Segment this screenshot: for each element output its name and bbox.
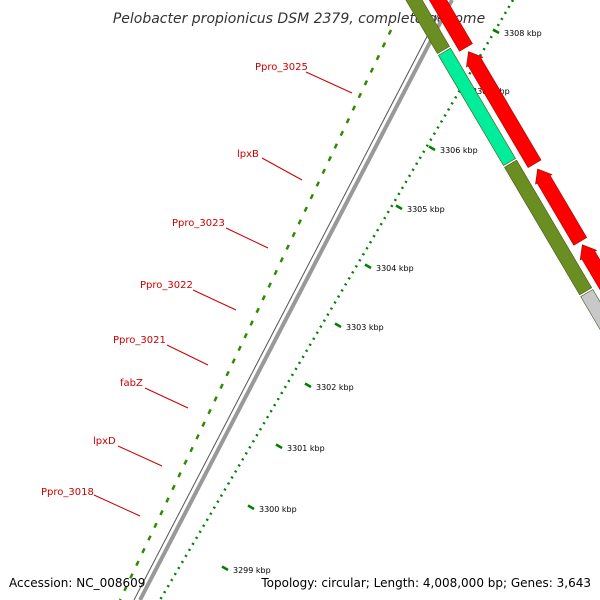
cds-arrow bbox=[535, 168, 588, 246]
gene-label: Ppro_3022 bbox=[140, 280, 193, 291]
cds-layer bbox=[428, 0, 600, 291]
gene-block bbox=[504, 159, 593, 296]
map-title: Pelobacter propionicus DSM 2379, complet… bbox=[113, 11, 485, 27]
backbone-layer bbox=[133, 0, 454, 600]
gene-layer bbox=[118, 0, 600, 600]
cds-arrow bbox=[466, 51, 542, 169]
kbp-tick-label: 3306 kbp bbox=[440, 146, 478, 155]
gene-block bbox=[405, 0, 450, 55]
kbp-tick-label: 3303 kbp bbox=[346, 323, 384, 332]
kbp-tick-label: 3301 kbp bbox=[287, 444, 325, 453]
gene-block bbox=[580, 289, 600, 331]
topology-text: Topology: circular; Length: 4,008,000 bp… bbox=[261, 576, 591, 590]
gene-leader-line bbox=[225, 227, 269, 249]
gene-label-layer: Ppro_3025 lpxB Ppro_3023 Ppro_3022 Ppro_3021… bbox=[41, 62, 353, 517]
accession-text: Accession: NC_008609 bbox=[9, 576, 146, 590]
kbp-tick-mark bbox=[304, 382, 312, 389]
gene-leader-line bbox=[93, 494, 141, 517]
gene-label: Ppro_3025 bbox=[255, 62, 308, 73]
gene-block bbox=[437, 47, 516, 167]
kbp-tick-mark bbox=[275, 443, 283, 450]
gene-label: fabZ bbox=[120, 378, 143, 389]
gene-label: lpxB bbox=[237, 149, 259, 160]
kbp-tick-label: 3308 kbp bbox=[504, 29, 542, 38]
kbp-tick-mark bbox=[221, 565, 229, 572]
gene-leader-line bbox=[166, 344, 209, 366]
cds-arrow bbox=[579, 244, 600, 291]
kbp-tick-label: 3305 kbp bbox=[407, 205, 445, 214]
gene-leader-line bbox=[192, 289, 237, 311]
gene-label: Ppro_3021 bbox=[113, 335, 166, 346]
kbp-tick-mark bbox=[395, 204, 403, 211]
kbp-tick-mark bbox=[247, 504, 255, 511]
gene-label: Ppro_3023 bbox=[172, 218, 225, 229]
gene-label: Ppro_3018 bbox=[41, 487, 94, 498]
cds-arrow bbox=[428, 0, 473, 52]
gene-label: lpxD bbox=[93, 436, 116, 447]
gene-leader-line bbox=[144, 387, 189, 409]
kbp-tick-label: 3299 kbp bbox=[233, 566, 271, 575]
kbp-tick-label: 3304 kbp bbox=[376, 264, 414, 273]
kbp-tick-label: 3300 kbp bbox=[259, 505, 297, 514]
gene-leader-line bbox=[305, 71, 353, 94]
backbone-line bbox=[133, 0, 447, 600]
kbp-tick-label: 3302 kbp bbox=[316, 383, 354, 392]
gene-track-dots bbox=[118, 29, 393, 600]
backbone-line bbox=[138, 0, 454, 600]
kbp-tick-mark bbox=[334, 322, 342, 329]
gene-leader-line bbox=[261, 157, 303, 181]
kbp-tick-mark bbox=[492, 28, 500, 35]
kbp-tick-mark bbox=[364, 263, 372, 270]
kbp-tick-mark bbox=[428, 145, 436, 152]
gene-leader-line bbox=[117, 445, 163, 467]
